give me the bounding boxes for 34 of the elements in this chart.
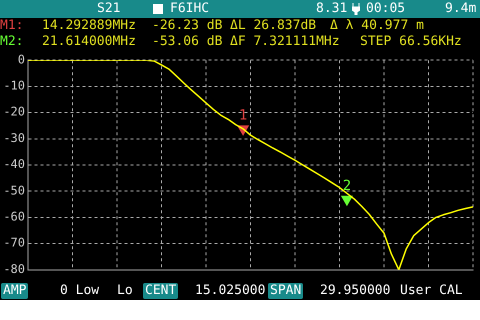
- text: -53.06 dB: [152, 34, 222, 50]
- text: 21.614000MHz: [42, 34, 136, 50]
- text: Lo: [117, 283, 133, 299]
- text: -26.23 dB: [152, 18, 222, 34]
- y-tick-label: -50: [3, 183, 25, 198]
- text: 8.31: [316, 1, 348, 17]
- text: User CAL: [400, 283, 463, 299]
- text: ΔL 26.837dB: [230, 18, 316, 34]
- text: S21: [97, 1, 120, 17]
- y-tick-label: 0: [18, 52, 25, 66]
- text: F6IHC: [170, 1, 210, 17]
- text: ΔF 7.321111MHz: [230, 34, 340, 50]
- text: 14.292889MHz: [42, 18, 136, 34]
- text: AMP: [1, 283, 28, 299]
- text: 0 Low: [60, 283, 100, 299]
- text: M1:: [0, 18, 24, 34]
- text: Δ λ 40.977 m: [330, 18, 424, 34]
- y-tick-label: -20: [3, 104, 25, 119]
- y-tick-label: -30: [3, 130, 25, 145]
- y-tick-label: -80: [3, 262, 25, 276]
- text: SPAN: [268, 283, 304, 299]
- text: 9.4m: [445, 1, 476, 17]
- y-tick-label: -60: [3, 210, 25, 224]
- text: STEP 66.56KHz: [360, 34, 462, 50]
- text: 29.950000: [320, 283, 390, 299]
- text: CENT: [143, 283, 178, 299]
- y-tick-label: -40: [3, 157, 25, 172]
- y-tick-label: -70: [3, 236, 25, 250]
- text: 15.025000: [195, 283, 266, 299]
- series-label: 1: [238, 108, 248, 124]
- y-tick-label: -10: [3, 78, 25, 93]
- series-label: 2: [342, 178, 352, 194]
- text: M2:: [0, 34, 24, 50]
- text: 00:05: [366, 1, 406, 17]
